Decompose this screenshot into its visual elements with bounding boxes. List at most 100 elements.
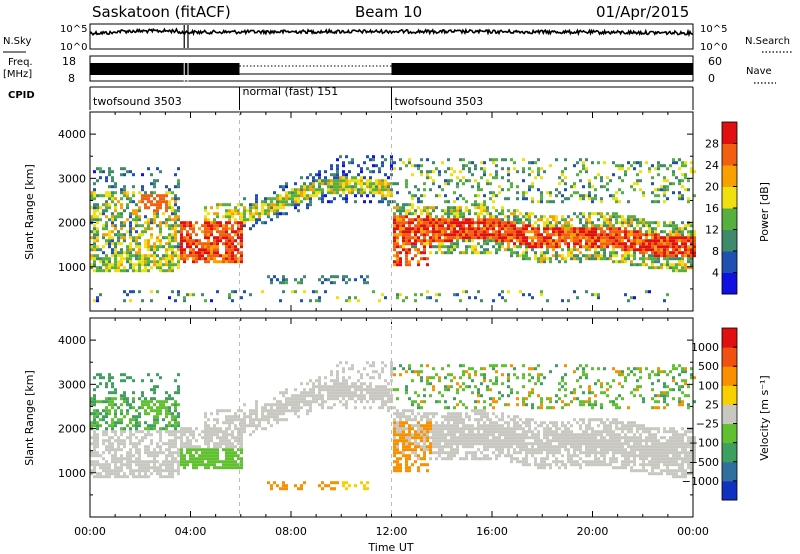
velocity-cell: [417, 457, 420, 461]
power-cell: [654, 266, 657, 270]
power-cell: [555, 215, 558, 219]
power-cell: [450, 218, 453, 222]
power-cell: [165, 221, 168, 225]
power-cell: [381, 191, 384, 195]
power-cell: [393, 161, 396, 165]
velocity-cell: [105, 385, 108, 389]
power-cell: [390, 164, 393, 168]
power-cell: [405, 215, 408, 219]
power-cell: [117, 269, 120, 273]
power-cell: [351, 161, 354, 165]
power-cell: [399, 257, 402, 261]
power-cell: [537, 227, 540, 231]
power-cell: [162, 200, 165, 204]
velocity-cell: [447, 412, 450, 416]
velocity-cell: [510, 442, 513, 446]
power-cell: [111, 224, 114, 228]
power-cell: [318, 179, 321, 183]
power-cell: [498, 185, 501, 189]
velocity-cell: [330, 481, 333, 485]
velocity-cell: [384, 403, 387, 407]
power-cell: [267, 203, 270, 207]
power-cell: [291, 191, 294, 195]
power-cell: [141, 200, 144, 204]
power-cell: [411, 194, 414, 198]
velocity-cell: [162, 442, 165, 446]
velocity-cell: [516, 457, 519, 461]
power-cell: [291, 194, 294, 198]
velocity-cell: [216, 436, 219, 440]
velocity-cell: [120, 457, 123, 461]
velocity-cell: [489, 397, 492, 401]
velocity-cell: [420, 436, 423, 440]
power-cell: [420, 257, 423, 261]
power-cell: [447, 239, 450, 243]
power-cell: [450, 221, 453, 225]
power-cell: [507, 179, 510, 183]
velocity-cell: [345, 406, 348, 410]
velocity-cell: [462, 403, 465, 407]
power-cell: [144, 260, 147, 264]
power-cell: [342, 176, 345, 180]
power-cell: [540, 191, 543, 195]
velocity-cell: [111, 457, 114, 461]
power-cell: [351, 158, 354, 162]
nave-label: Nave: [746, 66, 772, 77]
velocity-cell: [111, 427, 114, 431]
velocity-cell: [369, 394, 372, 398]
velocity-cell: [240, 436, 243, 440]
velocity-cell: [216, 421, 219, 425]
power-cell: [513, 218, 516, 222]
power-cell: [636, 221, 639, 225]
velocity-cell: [255, 409, 258, 413]
velocity-cell: [336, 481, 339, 485]
power-cell: [237, 230, 240, 234]
power-cell: [585, 218, 588, 222]
power-cell: [405, 230, 408, 234]
power-cell: [192, 251, 195, 255]
velocity-cell: [123, 427, 126, 431]
power-cell: [645, 230, 648, 234]
velocity-cell: [93, 430, 96, 434]
power-cell: [138, 242, 141, 246]
velocity-cell: [123, 379, 126, 383]
power-cell: [93, 260, 96, 264]
velocity-cell: [372, 361, 375, 365]
power-cell: [195, 254, 198, 258]
velocity-cell: [183, 460, 186, 464]
power-cell: [663, 263, 666, 267]
power-cell: [174, 299, 177, 303]
power-cell: [279, 203, 282, 207]
power-cell: [411, 197, 414, 201]
power-cell: [558, 221, 561, 225]
velocity-cell: [261, 415, 264, 419]
velocity-cell: [345, 388, 348, 392]
power-cell: [240, 233, 243, 237]
velocity-cell: [429, 421, 432, 425]
velocity-cell: [186, 442, 189, 446]
power-cell: [213, 212, 216, 216]
velocity-cell: [147, 451, 150, 455]
velocity-cell: [405, 418, 408, 422]
power-cell: [177, 224, 180, 228]
velocity-cell: [495, 421, 498, 425]
velocity-cell: [135, 409, 138, 413]
velocity-cell: [108, 463, 111, 467]
power-cell: [486, 233, 489, 237]
velocity-cell: [366, 361, 369, 365]
power-cell: [510, 212, 513, 216]
power-cell: [594, 242, 597, 246]
velocity-cell: [123, 439, 126, 443]
velocity-cell: [432, 376, 435, 380]
velocity-cell: [159, 403, 162, 407]
power-cell: [672, 257, 675, 261]
velocity-cell: [129, 460, 132, 464]
power-cell: [210, 221, 213, 225]
power-cell: [615, 227, 618, 231]
velocity-cell: [273, 412, 276, 416]
velocity-cell: [102, 418, 105, 422]
power-cell: [294, 278, 297, 282]
power-cell: [453, 293, 456, 297]
power-cell: [129, 290, 132, 294]
power-cell: [126, 260, 129, 264]
